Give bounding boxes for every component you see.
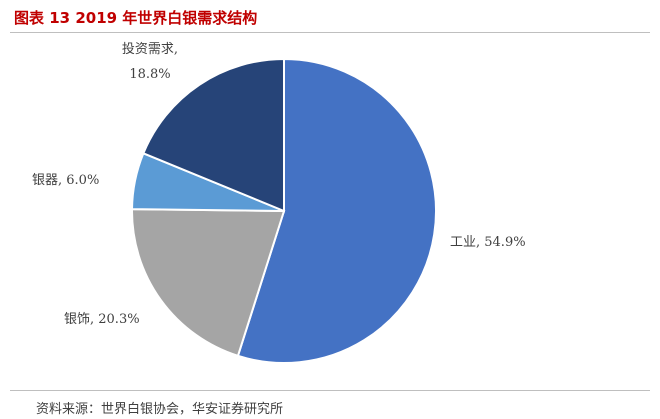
top-divider — [10, 32, 650, 33]
label-jewelry: 银饰, 20.3% — [64, 312, 140, 327]
source-note: 资料来源：世界白银协会，华安证券研究所 — [36, 402, 284, 417]
label-investment-value: 18.8% — [129, 67, 170, 82]
label-silverware: 银器, 6.0% — [32, 173, 99, 188]
label-industry: 工业, 54.9% — [450, 235, 526, 250]
chart-title: 图表 13 2019 年世界白银需求结构 — [14, 9, 258, 27]
label-investment-name: 投资需求, — [122, 41, 178, 57]
slice-investment — [142, 57, 285, 213]
bottom-divider — [10, 390, 650, 391]
slice-jewelry — [131, 208, 286, 358]
slice-industry — [236, 57, 437, 364]
